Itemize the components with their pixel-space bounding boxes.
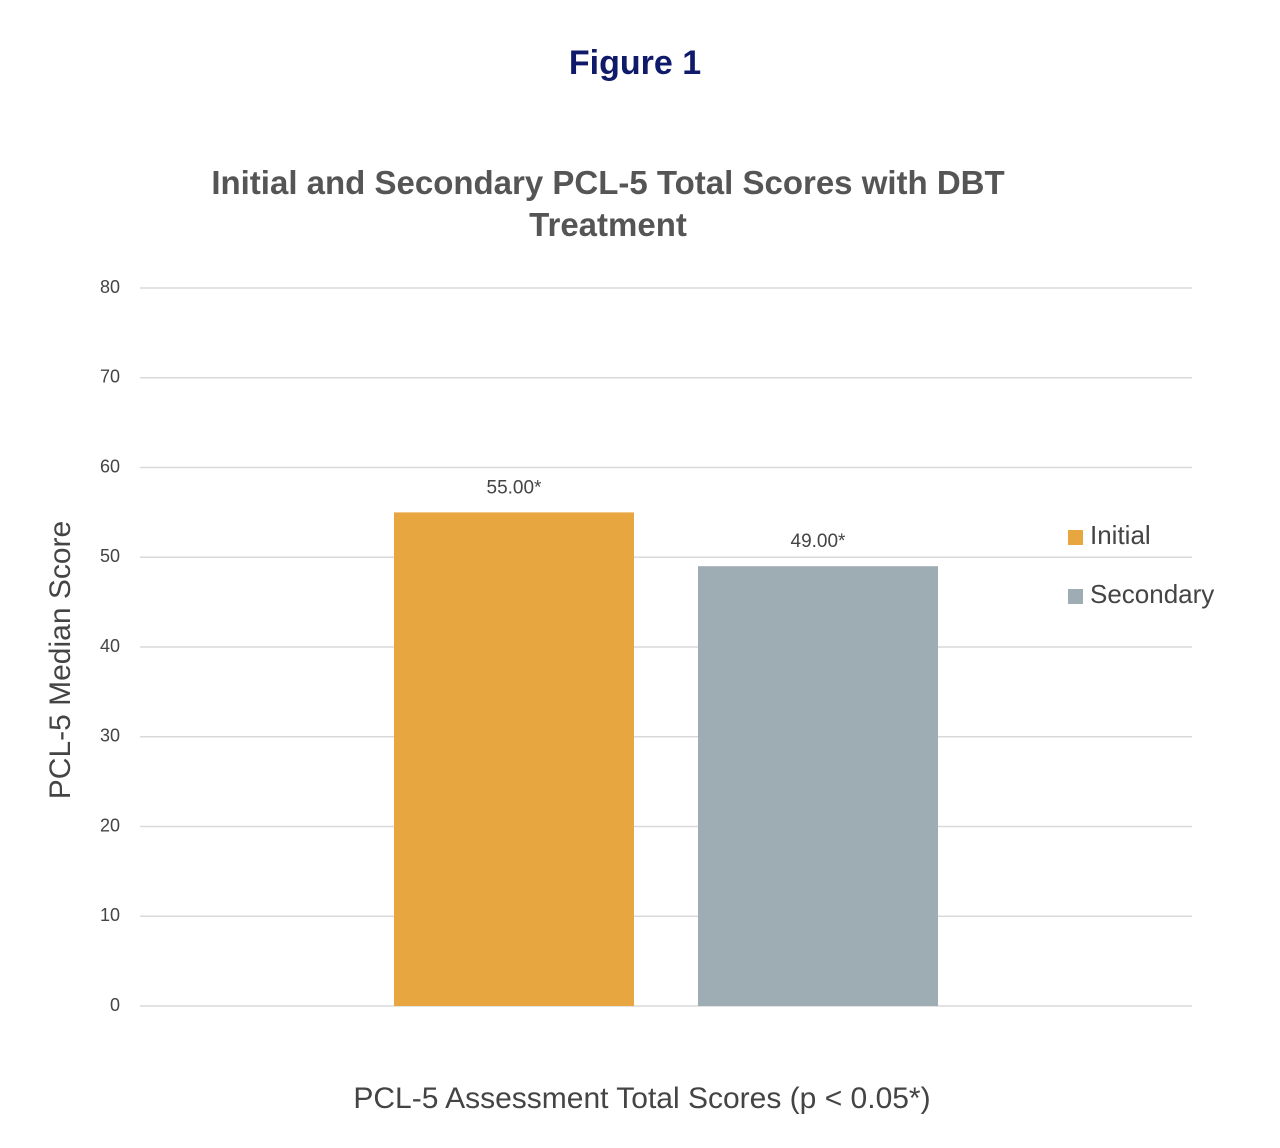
legend-label: Initial (1090, 520, 1151, 550)
y-axis-label: PCL-5 Median Score (44, 521, 77, 799)
bar (698, 566, 938, 1006)
bar (394, 512, 634, 1006)
y-tick-label: 30 (100, 726, 120, 746)
y-tick-label: 10 (100, 905, 120, 925)
x-axis-label: PCL-5 Assessment Total Scores (p < 0.05*… (353, 1082, 930, 1115)
y-tick-label: 80 (100, 277, 120, 297)
data-label: 49.00* (791, 531, 847, 552)
y-tick-label: 0 (110, 995, 120, 1015)
y-tick-label: 70 (100, 367, 120, 387)
legend-label: Secondary (1090, 579, 1214, 609)
data-label: 55.00* (487, 477, 543, 498)
y-tick-label: 60 (100, 456, 120, 476)
y-tick-label: 50 (100, 546, 120, 566)
legend-swatch (1068, 530, 1083, 545)
y-tick-label: 20 (100, 815, 120, 835)
figure-label: Figure 1 (568, 44, 702, 82)
legend-swatch (1068, 589, 1083, 604)
chart-title: Initial and Secondary PCL-5 Total Scores… (211, 164, 1005, 243)
y-tick-label: 40 (100, 636, 120, 656)
